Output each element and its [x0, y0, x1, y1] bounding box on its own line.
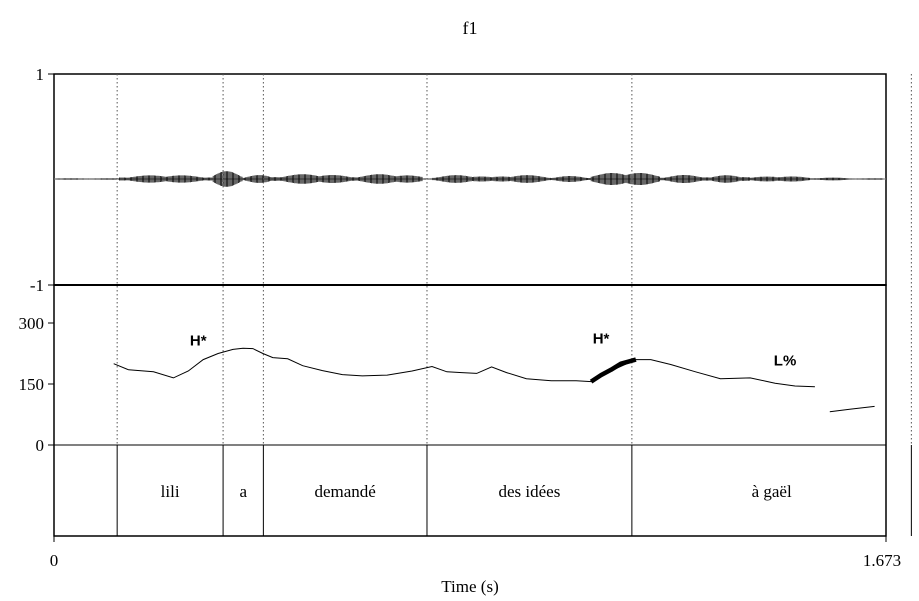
x-tick-label-end: 1.673 — [863, 551, 901, 570]
y-tick-label-wave-top: 1 — [36, 65, 45, 84]
word-label: a — [239, 482, 247, 501]
waveform-path — [55, 171, 884, 187]
word-label: des idées — [499, 482, 561, 501]
word-label: lili — [161, 482, 180, 501]
y-tick-label-wave-bottom: -1 — [30, 276, 44, 295]
y-tick-label-pitch-150: 150 — [19, 375, 45, 394]
x-tick-label-start: 0 — [50, 551, 59, 570]
chart-title: f1 — [463, 18, 478, 38]
pitch-rise-highlight — [589, 357, 637, 384]
word-label: demandé — [314, 482, 375, 501]
waveform-trace — [55, 171, 884, 187]
y-tick-label-pitch-300: 300 — [19, 314, 45, 333]
word-label: à gaël — [752, 482, 792, 501]
y-tick-label-pitch-0: 0 — [36, 436, 45, 455]
x-axis-label: Time (s) — [441, 577, 498, 596]
tone-label: L% — [774, 353, 797, 370]
pitch-contour-1 — [829, 405, 875, 413]
tone-label: H* — [593, 330, 610, 347]
tone-label: H* — [190, 332, 207, 349]
pitch-contour-0 — [113, 347, 815, 388]
